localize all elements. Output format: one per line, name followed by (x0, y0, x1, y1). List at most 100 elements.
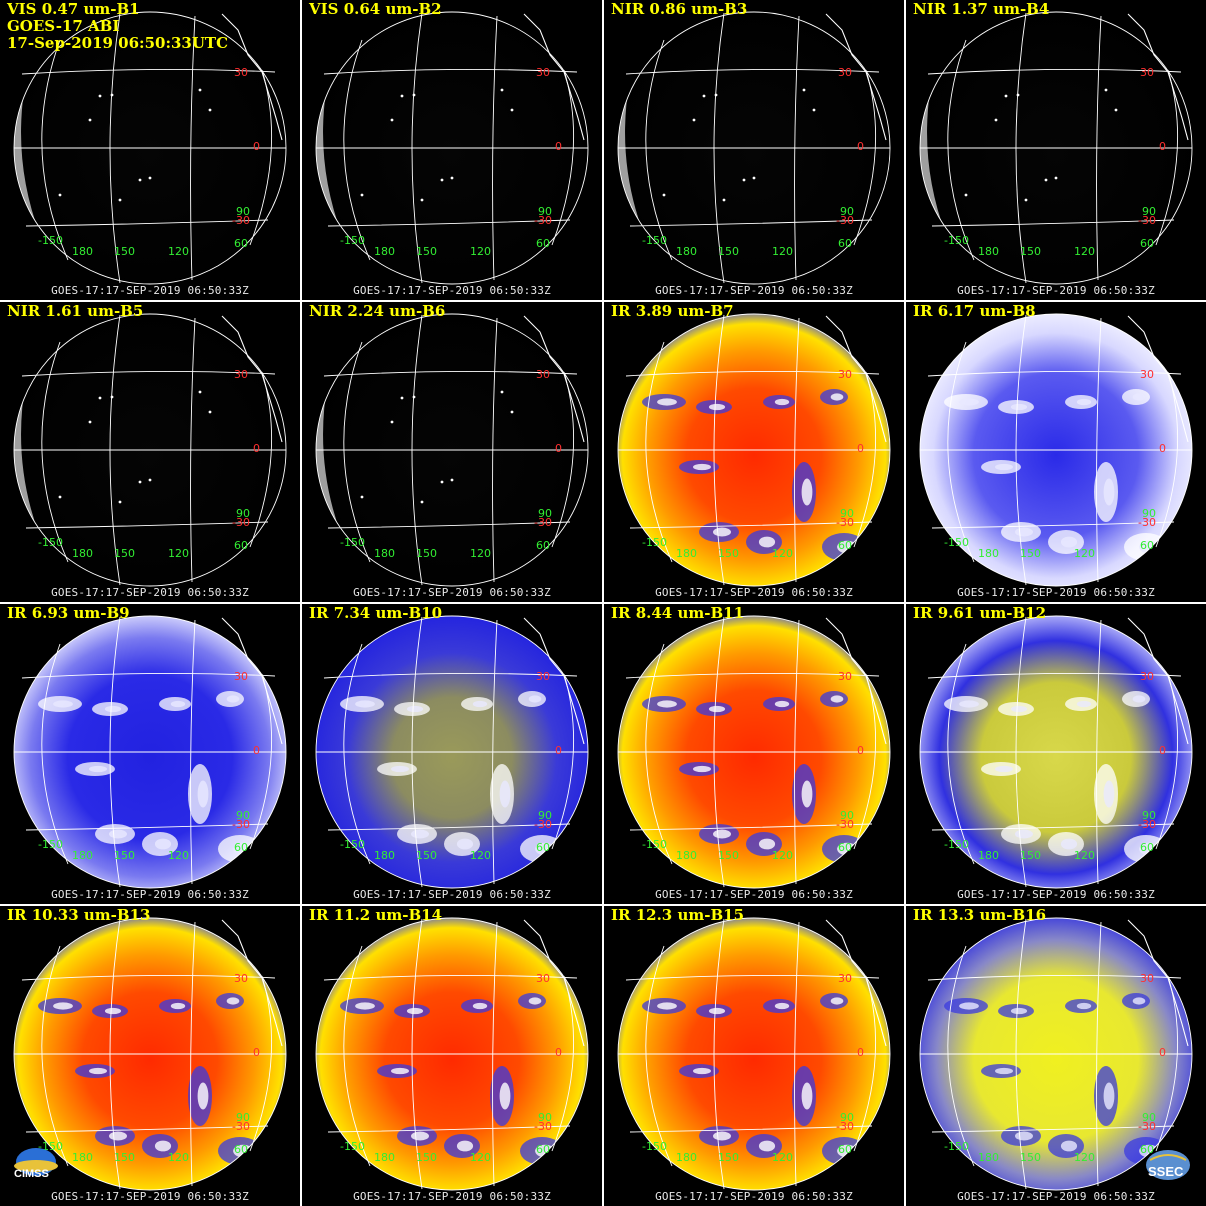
graticule-label: 90 (1142, 205, 1156, 218)
timestamp-caption: GOES-17:17-SEP-2019 06:50:33Z (353, 586, 551, 599)
graticule-label: 120 (470, 849, 491, 862)
graticule-label: 180 (978, 849, 999, 862)
graticule-label: 180 (978, 547, 999, 560)
graticule-label: 180 (72, 547, 93, 560)
graticule-label: -30 (1138, 1120, 1156, 1133)
graticule-label: 30 (536, 670, 550, 683)
graticule-label: -150 (944, 536, 969, 549)
graticule-label: 0 (857, 442, 864, 455)
graticule-label: 150 (718, 1151, 739, 1164)
graticule-label: 180 (676, 1151, 697, 1164)
earth-disk-image (315, 917, 589, 1191)
graticule-label: 0 (1159, 744, 1166, 757)
graticule-label: 120 (772, 849, 793, 862)
graticule-label: -150 (642, 536, 667, 549)
graticule-label: 60 (838, 237, 852, 250)
graticule-label: 30 (234, 972, 248, 985)
graticule-label: 30 (838, 670, 852, 683)
graticule-label: 60 (234, 237, 248, 250)
graticule-label: -30 (232, 818, 250, 831)
graticule-label: -150 (38, 234, 63, 247)
graticule-label: 0 (555, 442, 562, 455)
timestamp-caption: GOES-17:17-SEP-2019 06:50:33Z (957, 586, 1155, 599)
band-panel: IR 11.2 um-B14 30 0 -30 90 -150 180 150 120 60 GOE… (302, 906, 602, 1206)
graticule-label: 90 (840, 809, 854, 822)
ssec-logo: SSEC (1140, 1146, 1196, 1184)
graticule-label: -30 (1138, 214, 1156, 227)
graticule-label: 180 (978, 1151, 999, 1164)
band-panel: IR 6.17 um-B8 30 0 -30 90 -150 180 150 120 60 GOES… (906, 302, 1206, 602)
graticule-label: -150 (340, 536, 365, 549)
band-panel: NIR 2.24 um-B6 30 0 -30 90 -150 180 150 120 60 GOE… (302, 302, 602, 602)
graticule-label: 60 (536, 1143, 550, 1156)
graticule-label: -150 (38, 838, 63, 851)
earth-disk-image (919, 615, 1193, 889)
graticule-label: 60 (838, 841, 852, 854)
graticule-label: -30 (1138, 516, 1156, 529)
graticule-label: 0 (555, 744, 562, 757)
graticule-label: 30 (536, 66, 550, 79)
graticule-label: 30 (234, 368, 248, 381)
timestamp-caption: GOES-17:17-SEP-2019 06:50:33Z (51, 586, 249, 599)
band-title: IR 9.61 um-B12 (913, 604, 1047, 622)
graticule-label: 0 (253, 744, 260, 757)
graticule-label: -150 (38, 536, 63, 549)
earth-disk-image (315, 313, 589, 587)
graticule-label: 30 (1140, 670, 1154, 683)
graticule-label: -30 (836, 1120, 854, 1133)
graticule-label: 60 (1140, 841, 1154, 854)
graticule-label: 30 (536, 368, 550, 381)
band-panel: NIR 1.61 um-B5 30 0 -30 90 -150 180 150 120 60 GOE… (0, 302, 300, 602)
graticule-label: 150 (1020, 245, 1041, 258)
band-title: IR 10.33 um-B13 (7, 906, 151, 924)
band-panel: VIS 0.47 um-B1 GOES-17 ABI 17-Sep-2019 06:… (0, 0, 300, 300)
timestamp-caption: GOES-17:17-SEP-2019 06:50:33Z (655, 1190, 853, 1203)
earth-disk-image (919, 917, 1193, 1191)
timestamp-caption: GOES-17:17-SEP-2019 06:50:33Z (51, 888, 249, 901)
timestamp-caption: GOES-17:17-SEP-2019 06:50:33Z (957, 888, 1155, 901)
timestamp-caption: GOES-17:17-SEP-2019 06:50:33Z (51, 284, 249, 297)
earth-disk-image (617, 313, 891, 587)
graticule-label: 150 (114, 547, 135, 560)
graticule-label: 90 (236, 205, 250, 218)
band-panel: NIR 1.37 um-B4 30 0 -30 90 -150 180 150 120 60 GOE… (906, 0, 1206, 300)
graticule-label: 150 (718, 547, 739, 560)
graticule-label: -30 (1138, 818, 1156, 831)
earth-disk-image (919, 11, 1193, 285)
graticule-label: -150 (642, 234, 667, 247)
graticule-label: 0 (857, 140, 864, 153)
graticule-label: -150 (642, 1140, 667, 1153)
band-panel: VIS 0.64 um-B2 30 0 -30 90 -150 180 150 120 60 GOE… (302, 0, 602, 300)
graticule-label: -150 (340, 1140, 365, 1153)
earth-disk-image (919, 313, 1193, 587)
graticule-label: -150 (642, 838, 667, 851)
graticule-label: 180 (72, 1151, 93, 1164)
graticule-label: 120 (470, 1151, 491, 1164)
graticule-label: 120 (772, 245, 793, 258)
graticule-label: 90 (840, 1111, 854, 1124)
graticule-label: 90 (538, 1111, 552, 1124)
graticule-label: 150 (416, 849, 437, 862)
graticule-label: 150 (1020, 547, 1041, 560)
graticule-label: -150 (340, 234, 365, 247)
graticule-label: 30 (838, 66, 852, 79)
graticule-label: 60 (536, 539, 550, 552)
graticule-label: -30 (836, 214, 854, 227)
graticule-label: -30 (534, 516, 552, 529)
graticule-label: 180 (374, 849, 395, 862)
earth-disk-image (617, 615, 891, 889)
graticule-label: 90 (538, 507, 552, 520)
earth-disk-image (315, 615, 589, 889)
graticule-label: 30 (1140, 66, 1154, 79)
graticule-label: 180 (374, 1151, 395, 1164)
satellite-name: GOES-17 ABI (7, 17, 120, 35)
graticule-label: 150 (1020, 1151, 1041, 1164)
graticule-label: -30 (232, 214, 250, 227)
graticule-label: 90 (840, 507, 854, 520)
band-panel: IR 12.3 um-B15 30 0 -30 90 -150 180 150 120 60 GOE… (604, 906, 904, 1206)
graticule-label: 120 (168, 547, 189, 560)
timestamp-caption: GOES-17:17-SEP-2019 06:50:33Z (353, 888, 551, 901)
graticule-label: 0 (555, 140, 562, 153)
band-title: NIR 1.61 um-B5 (7, 302, 144, 320)
